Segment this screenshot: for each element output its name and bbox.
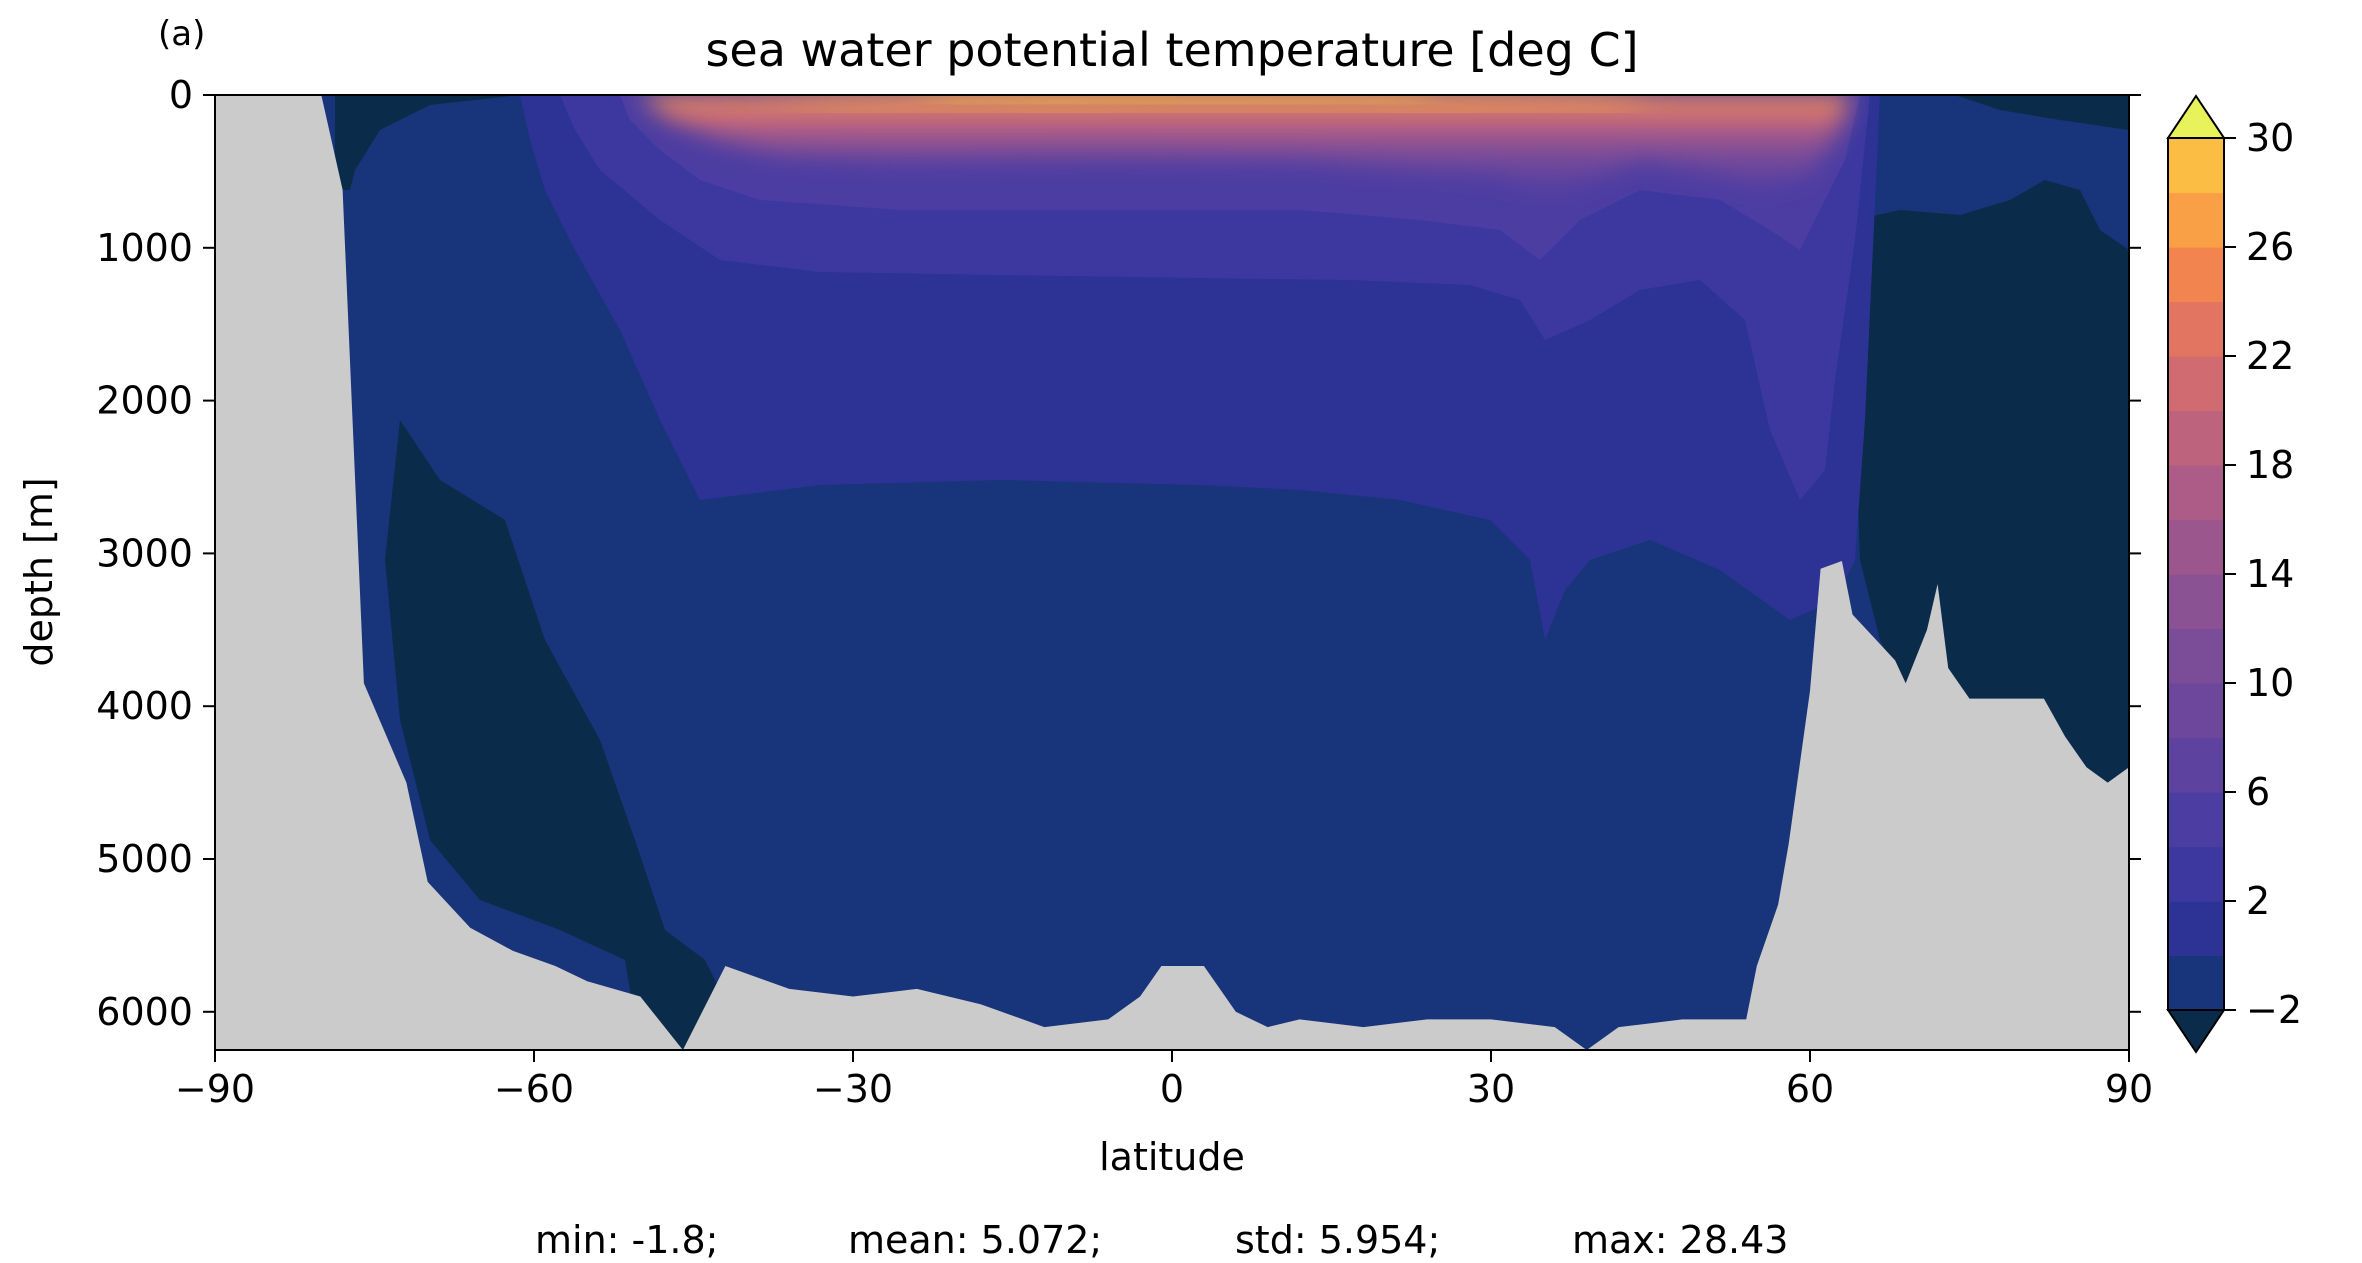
colorbar-tick-label: 30 [2246, 116, 2294, 160]
antarctic-bottom-water-region [385, 420, 735, 1050]
stat-mean: mean: 5.072; [848, 1218, 1102, 1262]
y-tick-label: 5000 [96, 837, 193, 881]
stat-max: max: 28.43 [1572, 1218, 1788, 1262]
panel-label: (a) [158, 14, 205, 54]
x-axis-label: latitude [1099, 1135, 1245, 1179]
stat-min: min: -1.8; [535, 1218, 719, 1262]
x-tick-label: 60 [1786, 1067, 1834, 1111]
colorbar-segment [2168, 737, 2224, 793]
y-tick-label: 6000 [96, 990, 193, 1034]
colorbar-segment [2168, 247, 2224, 303]
colorbar-segment [2168, 410, 2224, 466]
warm-water-layers [520, 95, 1880, 640]
colorbar-segment [2168, 574, 2224, 630]
colorbar-segment [2168, 519, 2224, 575]
colorbar-segment [2168, 356, 2224, 412]
colorbar-tick-label: 18 [2246, 443, 2294, 487]
y-tick-label: 0 [169, 73, 193, 117]
x-tick-label: 0 [1160, 1067, 1184, 1111]
x-tick-label: −90 [175, 1067, 255, 1111]
colorbar-tick-label: −2 [2246, 988, 2302, 1032]
antarctic-shelf-cold-region [335, 95, 520, 190]
bathymetry-land [215, 95, 2129, 1050]
colorbar-segment [2168, 901, 2224, 957]
colorbar-tick-label: 14 [2246, 552, 2294, 596]
colorbar-extend-min [2166, 1009, 2226, 1054]
y-tick-label: 4000 [96, 684, 193, 728]
colorbar-segment [2168, 846, 2224, 902]
colorbar-tick-label: 22 [2246, 334, 2294, 378]
colorbar-segment [2168, 792, 2224, 848]
colorbar-segment [2168, 683, 2224, 739]
colorbar-tick-label: 26 [2246, 225, 2294, 269]
stats-annotation: min: -1.8; mean: 5.072; std: 5.954; max:… [535, 1218, 1788, 1262]
y-tick-label: 3000 [96, 531, 193, 575]
plot-area [215, 95, 2129, 1050]
colorbar-tick-label: 10 [2246, 661, 2294, 705]
arctic-surface-cold-region [1955, 95, 2129, 130]
colorbar-segment [2168, 465, 2224, 521]
y-axis: 0 1000 2000 3000 4000 5000 6000 [96, 73, 2141, 1034]
colorbar-segment [2168, 955, 2224, 1011]
colorbar-extend-max [2166, 94, 2226, 139]
x-tick-label: 30 [1467, 1067, 1515, 1111]
x-tick-label: −60 [494, 1067, 574, 1111]
colorbar-tick-label: 6 [2246, 770, 2270, 814]
colorbar-segment [2168, 301, 2224, 357]
colorbar-tick-label: 2 [2246, 879, 2270, 923]
colorbar-segment [2168, 138, 2224, 194]
x-axis: −90 −60 −30 0 30 60 90 [175, 1050, 2153, 1111]
stat-std: std: 5.954; [1235, 1218, 1440, 1262]
x-tick-label: −30 [813, 1067, 893, 1111]
chart-title: sea water potential temperature [deg C] [705, 23, 1638, 77]
y-tick-label: 2000 [96, 379, 193, 423]
y-axis-label: depth [m] [17, 477, 61, 666]
y-tick-label: 1000 [96, 226, 193, 270]
colorbar-segment [2168, 628, 2224, 684]
colorbar-segment [2168, 192, 2224, 248]
x-tick-label: 90 [2105, 1067, 2153, 1111]
